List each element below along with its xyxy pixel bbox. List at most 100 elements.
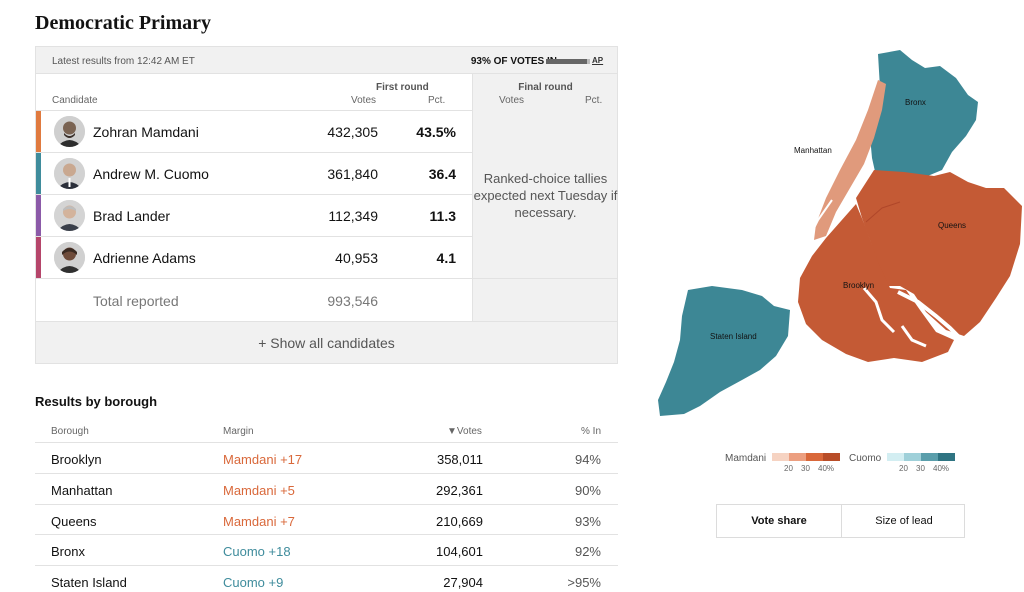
candidate-votes: 432,305 <box>327 124 378 140</box>
borough-margin: Cuomo +18 <box>223 544 291 559</box>
final-round-column: Final round Votes Pct. Ranked-choice tal… <box>472 74 617 321</box>
final-pct-header: Pct. <box>585 95 603 106</box>
map-queens <box>856 170 1022 336</box>
borough-votes: 27,904 <box>443 575 483 590</box>
avatar <box>54 242 85 273</box>
borough-votes: 104,601 <box>436 544 483 559</box>
borough-name: Brooklyn <box>51 452 102 467</box>
legend-swatch <box>887 453 904 461</box>
table-row: Staten Island Cuomo +9 27,904 >95% <box>35 565 618 592</box>
map-label-manhattan: Manhattan <box>794 146 832 155</box>
total-reported-label: Total reported <box>93 293 179 309</box>
show-all-candidates-button[interactable]: + Show all candidates <box>36 321 617 363</box>
table-row: Bronx Cuomo +18 104,601 92% <box>35 534 618 565</box>
legend-tick: 30 <box>801 464 810 473</box>
candidate-pct: 4.1 <box>436 250 456 266</box>
votes-sort-header[interactable]: ▼Votes <box>447 426 482 437</box>
legend-mamdani-label: Mamdani <box>725 453 767 464</box>
total-reported-row: Total reported 993,546 <box>36 278 617 321</box>
candidate-row: Zohran Mamdani 432,305 43.5% <box>36 110 472 153</box>
candidate-row: Andrew M. Cuomo 361,840 36.4 <box>36 152 472 195</box>
candidate-color-stripe <box>36 195 41 237</box>
table-row: Brooklyn Mamdani +17 358,011 94% <box>35 442 618 473</box>
candidate-column-header: Candidate <box>52 95 98 106</box>
candidate-votes: 112,349 <box>328 208 378 224</box>
votes-column-header: Votes <box>351 95 377 106</box>
legend-swatch <box>938 453 955 461</box>
votes-in-text: 93% OF VOTES IN <box>470 56 557 67</box>
table-row: Queens Mamdani +7 210,669 93% <box>35 504 618 535</box>
borough-margin: Cuomo +9 <box>223 575 284 590</box>
total-reported-votes: 993,546 <box>327 293 378 309</box>
pct-in-column-header: % In <box>581 426 602 437</box>
borough-margin: Mamdani +7 <box>223 514 295 529</box>
map-label-brooklyn: Brooklyn <box>843 281 875 290</box>
candidate-color-stripe <box>36 237 41 279</box>
candidate-pct: 43.5% <box>416 124 456 140</box>
legend-swatch <box>904 453 921 461</box>
candidate-name: Andrew M. Cuomo <box>93 166 209 182</box>
map-label-queens: Queens <box>938 221 967 230</box>
candidate-name: Adrienne Adams <box>93 250 196 266</box>
map-staten-island <box>658 286 790 416</box>
borough-section-title: Results by borough <box>35 394 158 409</box>
avatar <box>54 200 85 231</box>
avatar <box>54 116 85 147</box>
vote-share-button[interactable]: Vote share <box>751 515 807 527</box>
table-row: Manhattan Mamdani +5 292,361 90% <box>35 473 618 504</box>
candidate-name: Zohran Mamdani <box>93 124 199 140</box>
legend-cuomo-label: Cuomo <box>849 453 882 464</box>
map-label-staten-island: Staten Island <box>710 332 757 341</box>
borough-margin: Mamdani +17 <box>223 452 303 467</box>
votes-in-bar <box>546 59 590 64</box>
candidate-pct: 11.3 <box>429 208 456 224</box>
borough-votes: 358,011 <box>436 452 483 467</box>
borough-name: Bronx <box>51 544 85 559</box>
ap-source-link[interactable]: AP <box>592 56 604 65</box>
size-of-lead-button[interactable]: Size of lead <box>875 515 933 527</box>
avatar <box>54 158 85 189</box>
first-round-header: First round <box>376 82 429 93</box>
map-mode-toggle: Vote share Size of lead <box>716 504 965 538</box>
borough-name: Queens <box>51 514 97 529</box>
candidate-pct: 36.4 <box>428 166 456 182</box>
candidate-name: Brad Lander <box>93 208 171 224</box>
legend-tick: 40% <box>933 464 950 473</box>
page-title: Democratic Primary <box>35 12 212 34</box>
borough-name: Staten Island <box>51 575 127 590</box>
map-legend: Mamdani 20 30 40% Cuomo 20 30 40% <box>720 450 1020 474</box>
legend-tick: 30 <box>916 464 925 473</box>
borough-pct-in: 93% <box>574 514 601 529</box>
legend-tick: 40% <box>818 464 835 473</box>
borough-margin: Mamdani +5 <box>223 483 295 498</box>
borough-pct-in: 92% <box>574 544 601 559</box>
candidate-color-stripe <box>36 111 41 153</box>
results-status-bar: Latest results from 12:42 AM ET 93% OF V… <box>36 47 617 74</box>
legend-tick: 20 <box>899 464 908 473</box>
borough-column-header: Borough <box>51 426 89 437</box>
pct-column-header: Pct. <box>428 95 446 106</box>
borough-votes: 210,669 <box>436 514 483 529</box>
map-bronx <box>870 50 978 182</box>
borough-pct-in: 94% <box>574 452 601 467</box>
legend-tick: 20 <box>784 464 793 473</box>
candidate-row: Brad Lander 112,349 11.3 <box>36 194 472 237</box>
legend-swatch <box>806 453 823 461</box>
candidate-row: Adrienne Adams 40,953 4.1 <box>36 236 472 279</box>
borough-name: Manhattan <box>51 483 113 498</box>
borough-pct-in: >95% <box>567 575 601 590</box>
borough-votes: 292,361 <box>436 483 483 498</box>
borough-pct-in: 90% <box>574 483 601 498</box>
legend-swatch <box>823 453 840 461</box>
legend-swatch <box>789 453 806 461</box>
borough-table: Borough Margin ▼Votes % In Brooklyn Mamd… <box>35 420 618 592</box>
final-votes-header: Votes <box>499 95 525 106</box>
ranked-choice-note: Ranked-choice tallies expected next Tues… <box>473 171 618 220</box>
legend-swatch <box>772 453 789 461</box>
map-brooklyn <box>798 204 954 362</box>
margin-column-header: Margin <box>223 426 254 437</box>
nyc-borough-map: Bronx Manhattan Queens Brooklyn Staten I… <box>650 40 1024 430</box>
toggle-divider <box>841 505 842 537</box>
final-round-header: Final round <box>518 82 573 93</box>
candidate-votes: 361,840 <box>327 166 378 182</box>
